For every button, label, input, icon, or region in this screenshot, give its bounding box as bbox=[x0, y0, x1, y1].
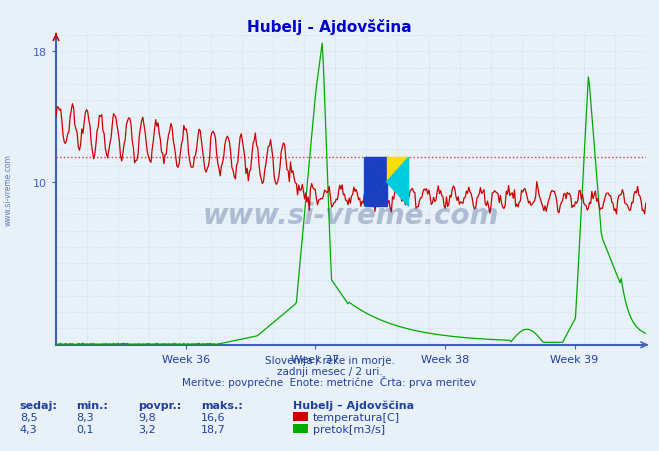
Text: 8,5: 8,5 bbox=[20, 412, 38, 422]
Text: 16,6: 16,6 bbox=[201, 412, 225, 422]
Polygon shape bbox=[387, 158, 409, 182]
Polygon shape bbox=[364, 158, 387, 207]
Text: 4,3: 4,3 bbox=[20, 424, 38, 434]
Polygon shape bbox=[364, 182, 387, 207]
Text: Hubelj – Ajdovščina: Hubelj – Ajdovščina bbox=[293, 400, 415, 410]
Text: www.si-vreme.com: www.si-vreme.com bbox=[3, 153, 13, 226]
Text: min.:: min.: bbox=[76, 400, 107, 410]
Text: temperatura[C]: temperatura[C] bbox=[313, 412, 400, 422]
Text: sedaj:: sedaj: bbox=[20, 400, 57, 410]
Polygon shape bbox=[364, 158, 387, 182]
Polygon shape bbox=[387, 158, 409, 207]
Text: 18,7: 18,7 bbox=[201, 424, 226, 434]
Text: maks.:: maks.: bbox=[201, 400, 243, 410]
Text: 3,2: 3,2 bbox=[138, 424, 156, 434]
Text: 8,3: 8,3 bbox=[76, 412, 94, 422]
Text: povpr.:: povpr.: bbox=[138, 400, 182, 410]
Text: Meritve: povprečne  Enote: metrične  Črta: prva meritev: Meritve: povprečne Enote: metrične Črta:… bbox=[183, 376, 476, 387]
Text: zadnji mesec / 2 uri.: zadnji mesec / 2 uri. bbox=[277, 366, 382, 376]
Text: Slovenija / reke in morje.: Slovenija / reke in morje. bbox=[264, 355, 395, 365]
Text: www.si-vreme.com: www.si-vreme.com bbox=[203, 201, 499, 229]
Text: pretok[m3/s]: pretok[m3/s] bbox=[313, 424, 385, 434]
Text: 0,1: 0,1 bbox=[76, 424, 94, 434]
Text: 9,8: 9,8 bbox=[138, 412, 156, 422]
Text: Hubelj - Ajdovščina: Hubelj - Ajdovščina bbox=[247, 19, 412, 35]
